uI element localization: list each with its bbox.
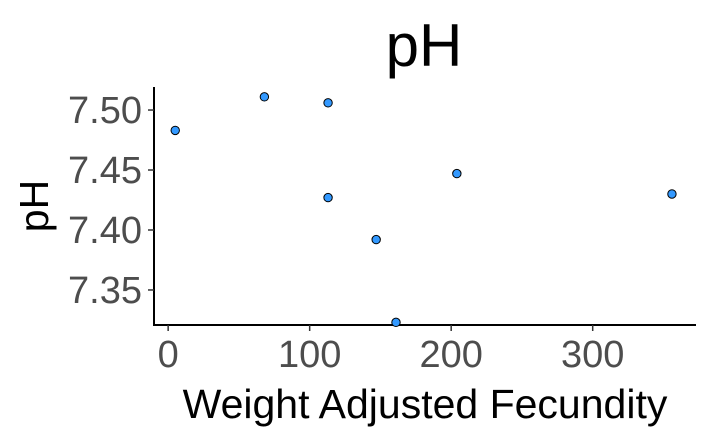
x-tick-label: 200: [419, 334, 482, 376]
scatter-point: [259, 92, 270, 102]
x-axis-ticks: 0 100 200 300: [158, 325, 624, 376]
chart-title: pH: [386, 12, 463, 79]
y-tick-label: 7.35: [68, 270, 142, 312]
scatter-point: [323, 98, 333, 108]
x-tick-label: 100: [278, 334, 341, 376]
scatter-point: [667, 189, 677, 199]
x-axis-title: Weight Adjusted Fecundity: [183, 381, 668, 427]
scatter-point: [371, 234, 381, 245]
y-axis-ticks: 7.35 7.40 7.45 7.50: [68, 90, 154, 312]
scatter-point: [452, 168, 462, 179]
plot-area: 7.35 7.40 7.45 7.50 0 100 200 300: [68, 87, 696, 376]
data-points: [170, 92, 677, 328]
y-tick-label: 7.50: [68, 90, 142, 132]
scatter-point: [391, 317, 401, 328]
x-tick-label: 300: [561, 334, 624, 376]
y-tick-label: 7.40: [68, 210, 142, 252]
y-axis-title: pH: [11, 180, 57, 232]
scatter-point: [323, 192, 333, 203]
scatter-point: [170, 125, 180, 136]
y-tick-label: 7.45: [68, 150, 142, 192]
x-tick-label: 0: [158, 334, 179, 376]
